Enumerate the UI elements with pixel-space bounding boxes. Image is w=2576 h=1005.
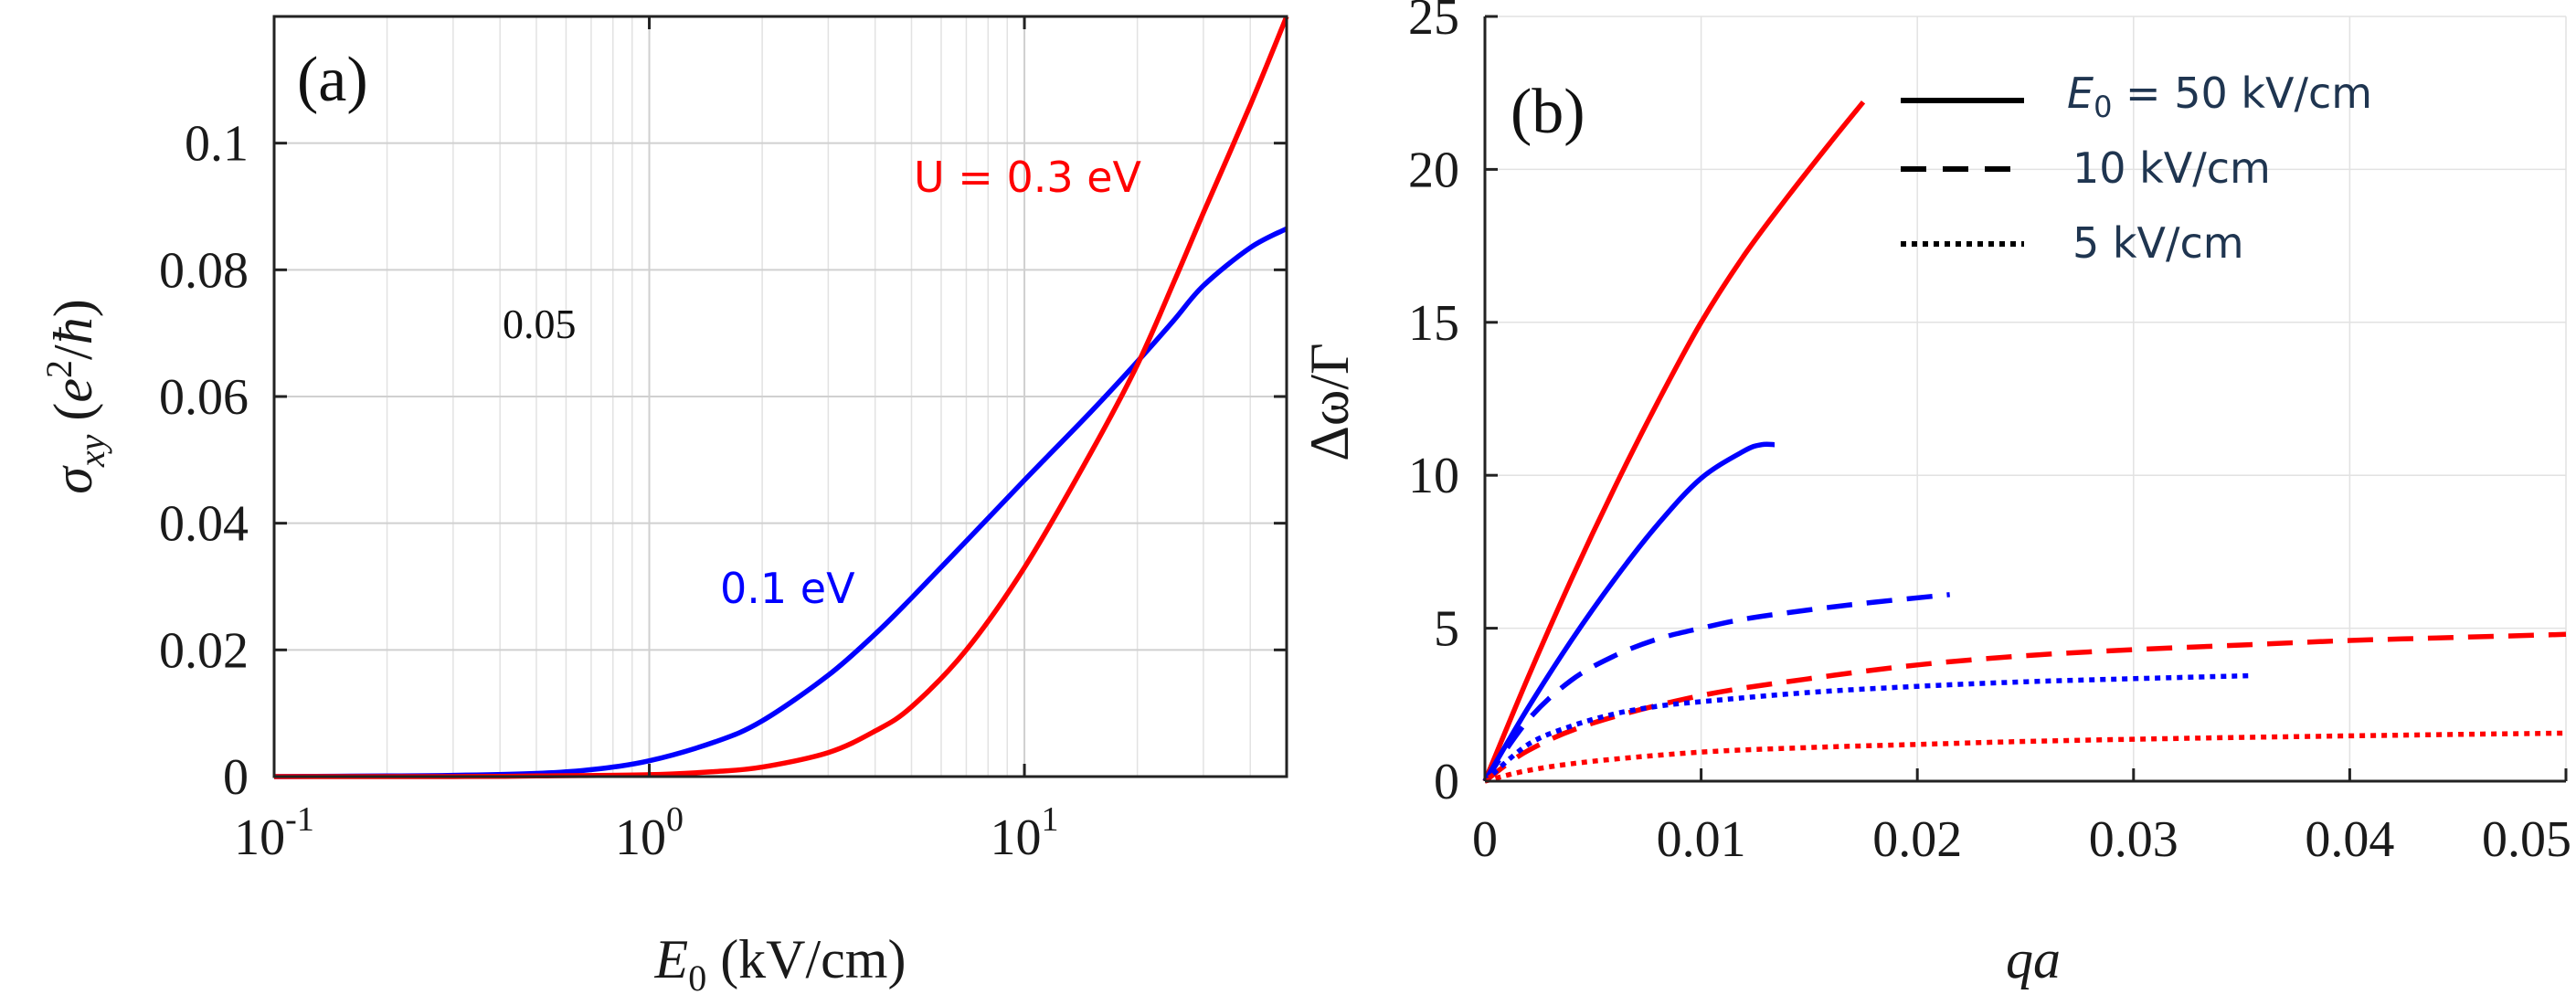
panel-a-x-tick-label: 100 [615,800,684,866]
y-label-unit-slash: / [43,344,103,360]
panel-b-x-tick-label: 0.02 [1872,811,1962,868]
panel-b-series-line-2 [1482,592,1950,783]
y-label-unit-close: ) [43,299,103,317]
legend-e-sub: 0 [2094,90,2112,124]
panel-b-series-line-4 [1483,672,2253,784]
panel-a-y-tick-label: 0 [223,749,249,806]
panel-a-x-tick-label: 10-1 [234,800,314,866]
panel-a-y-axis-label: σxy (e2/ħ) [38,299,112,493]
panel-a-y-tick-label: 0.02 [159,622,249,679]
panel-b-y-tick-label: 10 [1408,448,1459,504]
y-label-unit-open: ( [43,403,103,435]
legend-e-var: E [2067,69,2094,118]
tick-exponent: 1 [1042,800,1059,839]
panel-a-y-tick-label: 0.06 [159,369,249,426]
panel-b-x-tick-labels: 0 0.01 0.02 0.03 0.04 0.05 [1472,811,2571,868]
y-label-unit-sup: 2 [38,360,80,378]
panel-a-x-tick-labels: 10-1 100 101 [234,800,1058,866]
panel-a-ticks [272,16,1287,778]
panel-b-x-tick-label: 0 [1472,811,1498,868]
panel-b-x-tick-label: 0.04 [2305,811,2394,868]
tick-exponent: -1 [285,800,314,839]
annotation-0-05: 0.05 [503,301,577,347]
panel-b-x-tick-label: 0.03 [2089,811,2178,868]
panel-b: 0 0.01 0.02 0.03 0.04 0.05 0 5 10 15 20 25 (b) E0 … [1299,0,2571,989]
panel-b-legend: E0 = 50 kV/cm 10 kV/cm 5 kV/cm [1901,69,2372,268]
panel-b-y-tick-label: 20 [1408,142,1459,198]
panel-b-y-axis-label: Δω/Γ [1299,343,1360,460]
panel-a: 10-1 100 101 00.020.040.060.080.1 (a) U = … [38,15,1289,999]
tick-base: 10 [991,809,1042,866]
panel-b-y-tick-labels: 0 5 10 15 20 25 [1408,0,1459,810]
y-label-unit-var: e [43,378,103,403]
panel-b-grid [1485,16,2567,781]
panel-a-y-tick-label: 0.08 [159,242,249,299]
panel-a-series-line-0 [273,226,1288,779]
panel-b-series-line-5 [1484,730,2567,784]
panel-b-series-line-0 [1482,100,1866,783]
panel-a-label: (a) [297,45,368,115]
panel-b-y-tick-label: 5 [1434,601,1459,658]
panel-a-x-axis-label: E0 (kV/cm) [654,929,906,999]
tick-base: 10 [234,809,285,866]
panel-b-x-tick-label: 0.05 [2482,811,2571,868]
legend-entry-10: 10 kV/cm [2072,143,2271,193]
legend-e-rest: = 50 kV/cm [2112,69,2372,118]
panel-b-y-tick-label: 0 [1434,754,1459,810]
panel-b-series-line-3 [1483,631,2567,784]
x-label-unit: (kV/cm) [706,929,906,989]
panel-a-y-tick-labels: 0 0.02 0.04 0.06 0.08 0.1 [159,116,249,806]
annotation-u-0-3-ev: U = 0.3 eV [914,153,1142,202]
tick-base: 10 [615,809,666,866]
panel-a-grid [273,16,1288,778]
y-label-unit-hbar: ħ [43,317,103,344]
panel-b-x-tick-label: 0.01 [1657,811,1746,868]
panel-b-label: (b) [1511,77,1585,147]
panel-a-y-tick-label: 0.04 [159,496,249,553]
legend-entry-5: 5 kV/cm [2072,218,2244,268]
x-label-var: E [654,929,689,989]
panel-b-y-tick-label: 25 [1408,0,1459,46]
panel-a-x-tick-label: 101 [991,800,1059,866]
panel-a-y-tick-label: 0.1 [185,116,249,173]
y-label-var: σ [43,465,103,494]
panel-b-series-line-1 [1482,441,1776,783]
x-label-sub: 0 [688,957,706,999]
panel-b-series [1482,100,2567,784]
panel-b-y-tick-label: 15 [1408,295,1459,352]
tick-exponent: 0 [666,800,684,839]
legend-entry-50: E0 = 50 kV/cm [2067,69,2372,124]
panel-b-ticks [1483,15,2568,783]
y-label-sub: xy [71,434,112,468]
annotation-0-1-ev: 0.1 eV [720,564,855,613]
panel-b-x-axis-label: qa [2006,929,2061,989]
